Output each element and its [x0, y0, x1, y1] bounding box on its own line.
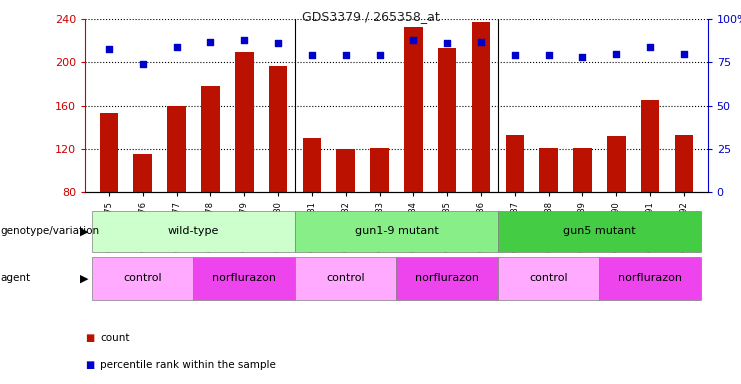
Bar — [641, 100, 659, 192]
Point — [441, 40, 453, 46]
Text: ■: ■ — [85, 333, 94, 343]
Bar — [539, 148, 558, 192]
Text: norflurazon: norflurazon — [212, 273, 276, 283]
Point — [103, 46, 115, 52]
Point — [272, 40, 284, 46]
Bar — [269, 66, 288, 192]
Bar — [133, 154, 152, 192]
Text: norflurazon: norflurazon — [618, 273, 682, 283]
Point — [475, 39, 487, 45]
Text: agent: agent — [1, 273, 31, 283]
Point — [408, 37, 419, 43]
Point — [239, 37, 250, 43]
Bar — [336, 149, 355, 192]
Text: gun1-9 mutant: gun1-9 mutant — [354, 226, 439, 237]
Text: control: control — [124, 273, 162, 283]
Point — [576, 54, 588, 60]
Point — [137, 61, 149, 67]
Bar — [438, 48, 456, 192]
Point — [678, 51, 690, 57]
Bar — [167, 106, 186, 192]
Bar — [370, 148, 389, 192]
Point — [306, 53, 318, 59]
Text: norflurazon: norflurazon — [415, 273, 479, 283]
Bar — [505, 135, 524, 192]
Point — [611, 51, 622, 57]
Bar — [235, 51, 253, 192]
Bar — [302, 138, 321, 192]
Text: control: control — [529, 273, 568, 283]
Text: count: count — [100, 333, 130, 343]
Text: ▶: ▶ — [80, 226, 88, 237]
Text: GDS3379 / 265358_at: GDS3379 / 265358_at — [302, 10, 439, 23]
Point — [205, 39, 216, 45]
Point — [170, 44, 182, 50]
Point — [373, 53, 385, 59]
Point — [542, 53, 554, 59]
Bar — [674, 135, 694, 192]
Text: wild-type: wild-type — [167, 226, 219, 237]
Bar — [472, 22, 491, 192]
Text: percentile rank within the sample: percentile rank within the sample — [100, 360, 276, 370]
Text: genotype/variation: genotype/variation — [1, 226, 100, 237]
Bar — [201, 86, 219, 192]
Point — [340, 53, 352, 59]
Point — [644, 44, 656, 50]
Text: gun5 mutant: gun5 mutant — [563, 226, 636, 237]
Bar — [574, 148, 592, 192]
Point — [509, 53, 521, 59]
Text: ■: ■ — [85, 360, 94, 370]
Bar — [99, 113, 119, 192]
Bar — [404, 27, 422, 192]
Text: control: control — [326, 273, 365, 283]
Bar — [607, 136, 625, 192]
Text: ▶: ▶ — [80, 273, 88, 283]
